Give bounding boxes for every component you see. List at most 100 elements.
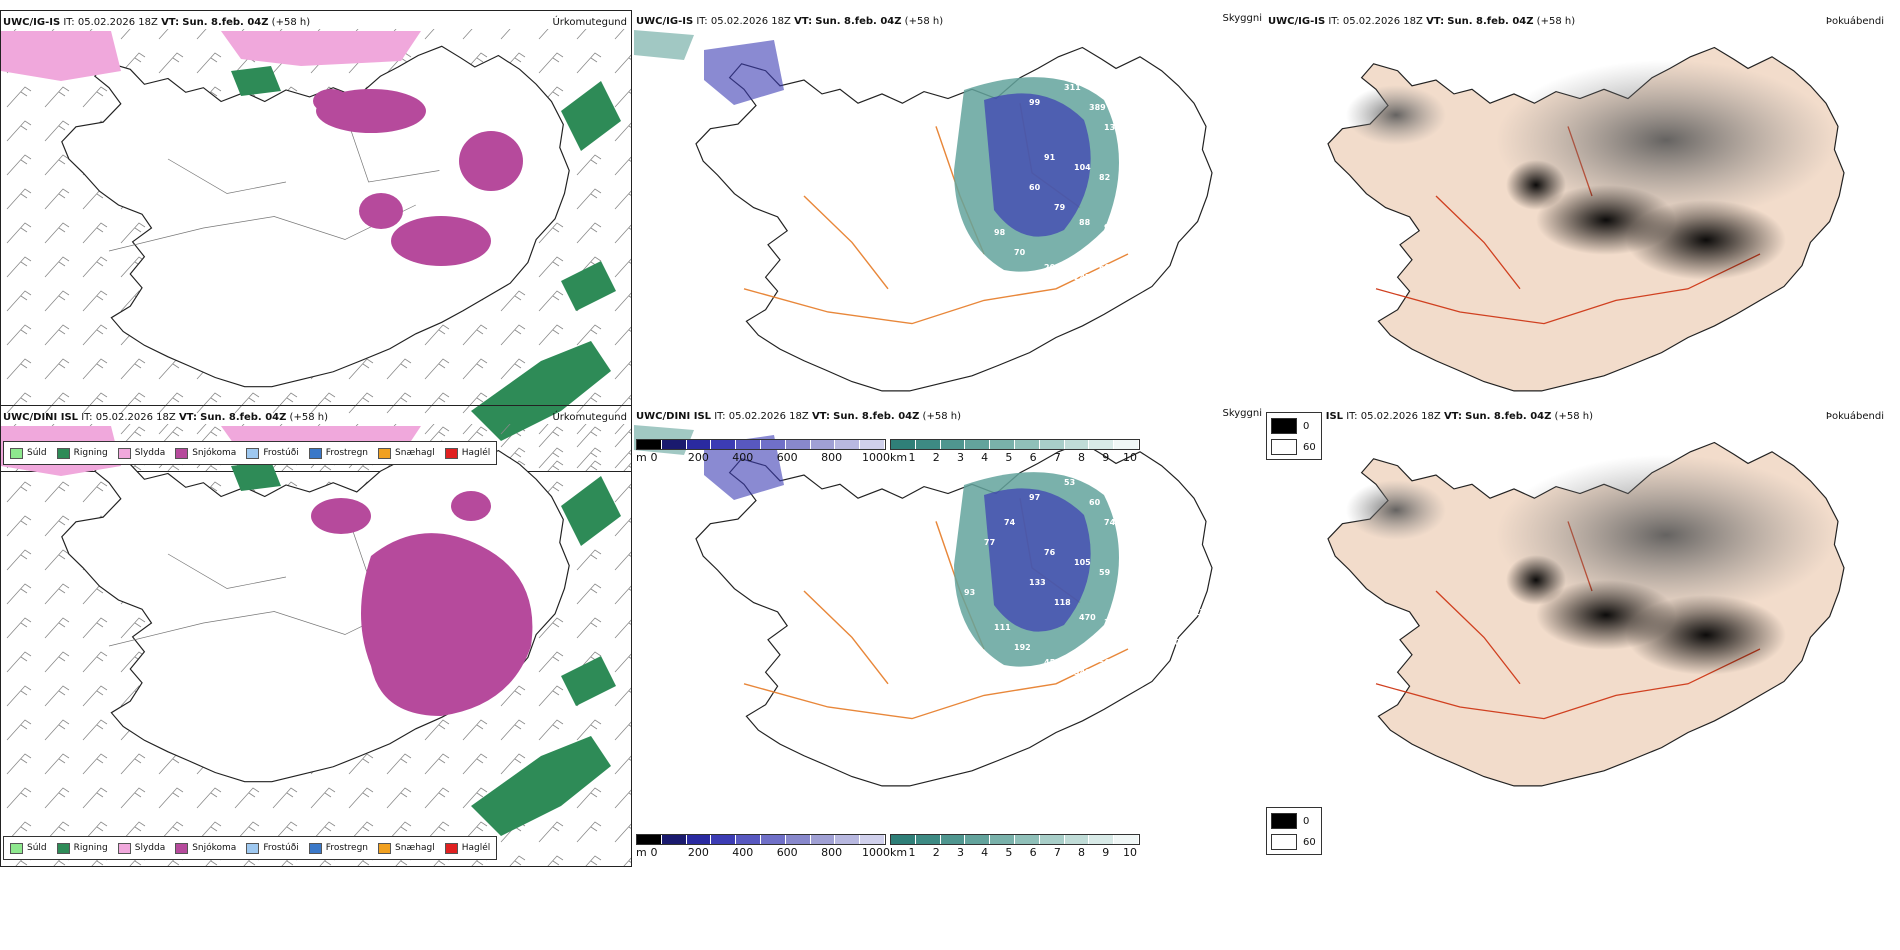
fog-legend-item: 0 <box>1271 418 1317 434</box>
height-label: 90 <box>1129 628 1141 637</box>
it-value: 05.02.2026 18Z <box>1342 16 1423 27</box>
height-label: 59 <box>1099 568 1111 577</box>
precip-legend-swatch <box>117 842 131 854</box>
height-label: 111 <box>1149 253 1166 262</box>
height-label: 118 <box>1054 598 1071 607</box>
precip-legend-label: Rigning <box>73 448 108 458</box>
height-label: 110 <box>1124 508 1141 517</box>
vt-label: VT: <box>178 412 197 423</box>
panel-title: UWC/IG-IS IT: 05.02.2026 18Z VT: Sun. 8.… <box>1268 16 1575 27</box>
height-label: 105 <box>1074 558 1091 567</box>
colorbar-segment <box>736 835 761 844</box>
height-colorbar: m 0 200 400 600 800 1000 <box>636 439 890 469</box>
colorbar-segment <box>990 835 1015 844</box>
height-label: 139 <box>914 633 931 642</box>
colorbar-segment <box>1064 440 1090 449</box>
height-label: 100 <box>1154 163 1171 172</box>
precip-legend-swatch <box>308 447 322 459</box>
precip-legend-item: Frostúði <box>246 842 299 854</box>
height-label: 470 <box>1079 613 1096 622</box>
height-label: 88 <box>1079 218 1091 227</box>
colorbar-tick: 5 <box>1005 451 1013 464</box>
colorbar-segment <box>711 835 737 844</box>
height-label: 74 <box>1104 518 1116 527</box>
panel-corner-label: Þokuábendi <box>1825 411 1884 422</box>
panel-title: UWC/IG-IS IT: 05.02.2026 18Z VT: Sun. 8.… <box>636 16 943 27</box>
low-visibility-areas <box>634 30 1119 272</box>
colorbar-segment <box>661 440 687 449</box>
colorbar-segment <box>915 835 941 844</box>
colorbar-segment <box>760 835 786 844</box>
colorbar-segment <box>686 440 712 449</box>
colorbar-tick: 9 <box>1102 846 1110 859</box>
colorbar-segment <box>891 440 916 449</box>
height-label: 173 <box>1194 633 1211 642</box>
vt-label: VT: <box>1443 411 1462 422</box>
colorbar-segment <box>760 440 786 449</box>
lead-time: (+58 h) <box>1554 411 1593 422</box>
vt-value: Sun. 8.feb. 04Z <box>815 16 902 27</box>
precip-map <box>1 29 631 471</box>
fog-index-panel: UWC/IG-IS IT: 05.02.2026 18Z VT: Sun. 8.… <box>1266 10 1900 475</box>
colorbar-segment <box>1114 440 1139 449</box>
height-label: 247 <box>1074 273 1091 282</box>
precip-legend-label: Frostúði <box>263 843 299 853</box>
colorbar-segment <box>1089 440 1115 449</box>
vt-label: VT: <box>1426 16 1445 27</box>
lead-time: (+58 h) <box>922 411 961 422</box>
colorbar-segment <box>785 835 811 844</box>
height-label: 82 <box>1099 173 1110 182</box>
colorbar-tick: 1 <box>908 846 916 859</box>
it-value: 05.02.2026 18Z <box>1360 411 1441 422</box>
height-label: 99 <box>1029 98 1041 107</box>
precip-legend-swatch <box>10 447 23 459</box>
height-label: 120 <box>1189 578 1206 587</box>
precip-legend-swatch <box>378 842 392 854</box>
height-label: 76 <box>1044 548 1056 557</box>
lead-time: (+58 h) <box>271 17 311 28</box>
colorbar-tick: 400 <box>732 451 754 464</box>
fog-index-panel: UWC/DINI ISL IT: 05.02.2026 18Z VT: Sun.… <box>1266 405 1900 870</box>
precip-legend-label: Súld <box>27 448 47 458</box>
precip-map <box>1 424 631 866</box>
panel-title: UWC/IG-IS IT: 05.02.2026 18Z VT: Sun. 8.… <box>3 17 310 28</box>
height-label: 133 <box>1029 578 1046 587</box>
model-name: UWC/DINI ISL <box>636 411 712 422</box>
height-label: 104 <box>1074 163 1091 172</box>
colorbar-segment <box>686 835 712 844</box>
colorbar-tick: 200 <box>687 846 709 859</box>
precip-type-panel: UWC/DINI ISL IT: 05.02.2026 18Z VT: Sun.… <box>0 405 632 867</box>
vt-value: Sun. 8.feb. 04Z <box>200 412 287 423</box>
precip-legend-label: Snæhagl <box>395 843 435 853</box>
visibility-colorbar: km 1 2 3 4 5 6 7 8 9 10 <box>890 834 1140 864</box>
height-label: 70 <box>1014 248 1026 257</box>
colorbar-segment <box>835 440 861 449</box>
fog-map <box>1327 46 1845 392</box>
height-label: 60 <box>1089 498 1101 507</box>
precip-legend-label: Snæhagl <box>395 448 435 458</box>
precip-legend-swatch <box>246 842 260 854</box>
visibility-colorbar: km 1 2 3 4 5 6 7 8 9 10 <box>890 439 1140 469</box>
colorbar-tick: 600 <box>776 846 798 859</box>
fog-legend-item: 60 <box>1271 834 1317 850</box>
height-label: 69 <box>1099 263 1111 272</box>
height-label: 60 <box>1029 183 1041 192</box>
colorbar-segment <box>637 440 662 449</box>
height-label: 348 <box>1074 668 1091 677</box>
colorbar-tick: 1000 <box>862 451 890 464</box>
precip-legend-label: Haglél <box>461 448 491 458</box>
colorbar-tick: 0 <box>650 451 658 464</box>
colorbar-tick: 10 <box>1123 451 1137 464</box>
height-label: 86 <box>1144 523 1156 532</box>
precip-legend-swatch <box>378 447 392 459</box>
fog-legend-item: 0 <box>1271 813 1317 829</box>
lead-time: (+58 h) <box>1536 16 1576 27</box>
it-label: IT: <box>696 16 708 27</box>
precip-legend: Súld Rigning Slydda Snjókoma Frostúði Frostre… <box>3 836 498 860</box>
fog-legend-swatch <box>1271 439 1297 455</box>
colorbar-tick: 2 <box>932 451 940 464</box>
visibility-panel: UWC/IG-IS IT: 05.02.2026 18Z VT: Sun. 8.… <box>634 10 1264 475</box>
colorbar-tick: 400 <box>732 846 754 859</box>
panel-corner-label: Úrkomutegund <box>552 412 627 423</box>
